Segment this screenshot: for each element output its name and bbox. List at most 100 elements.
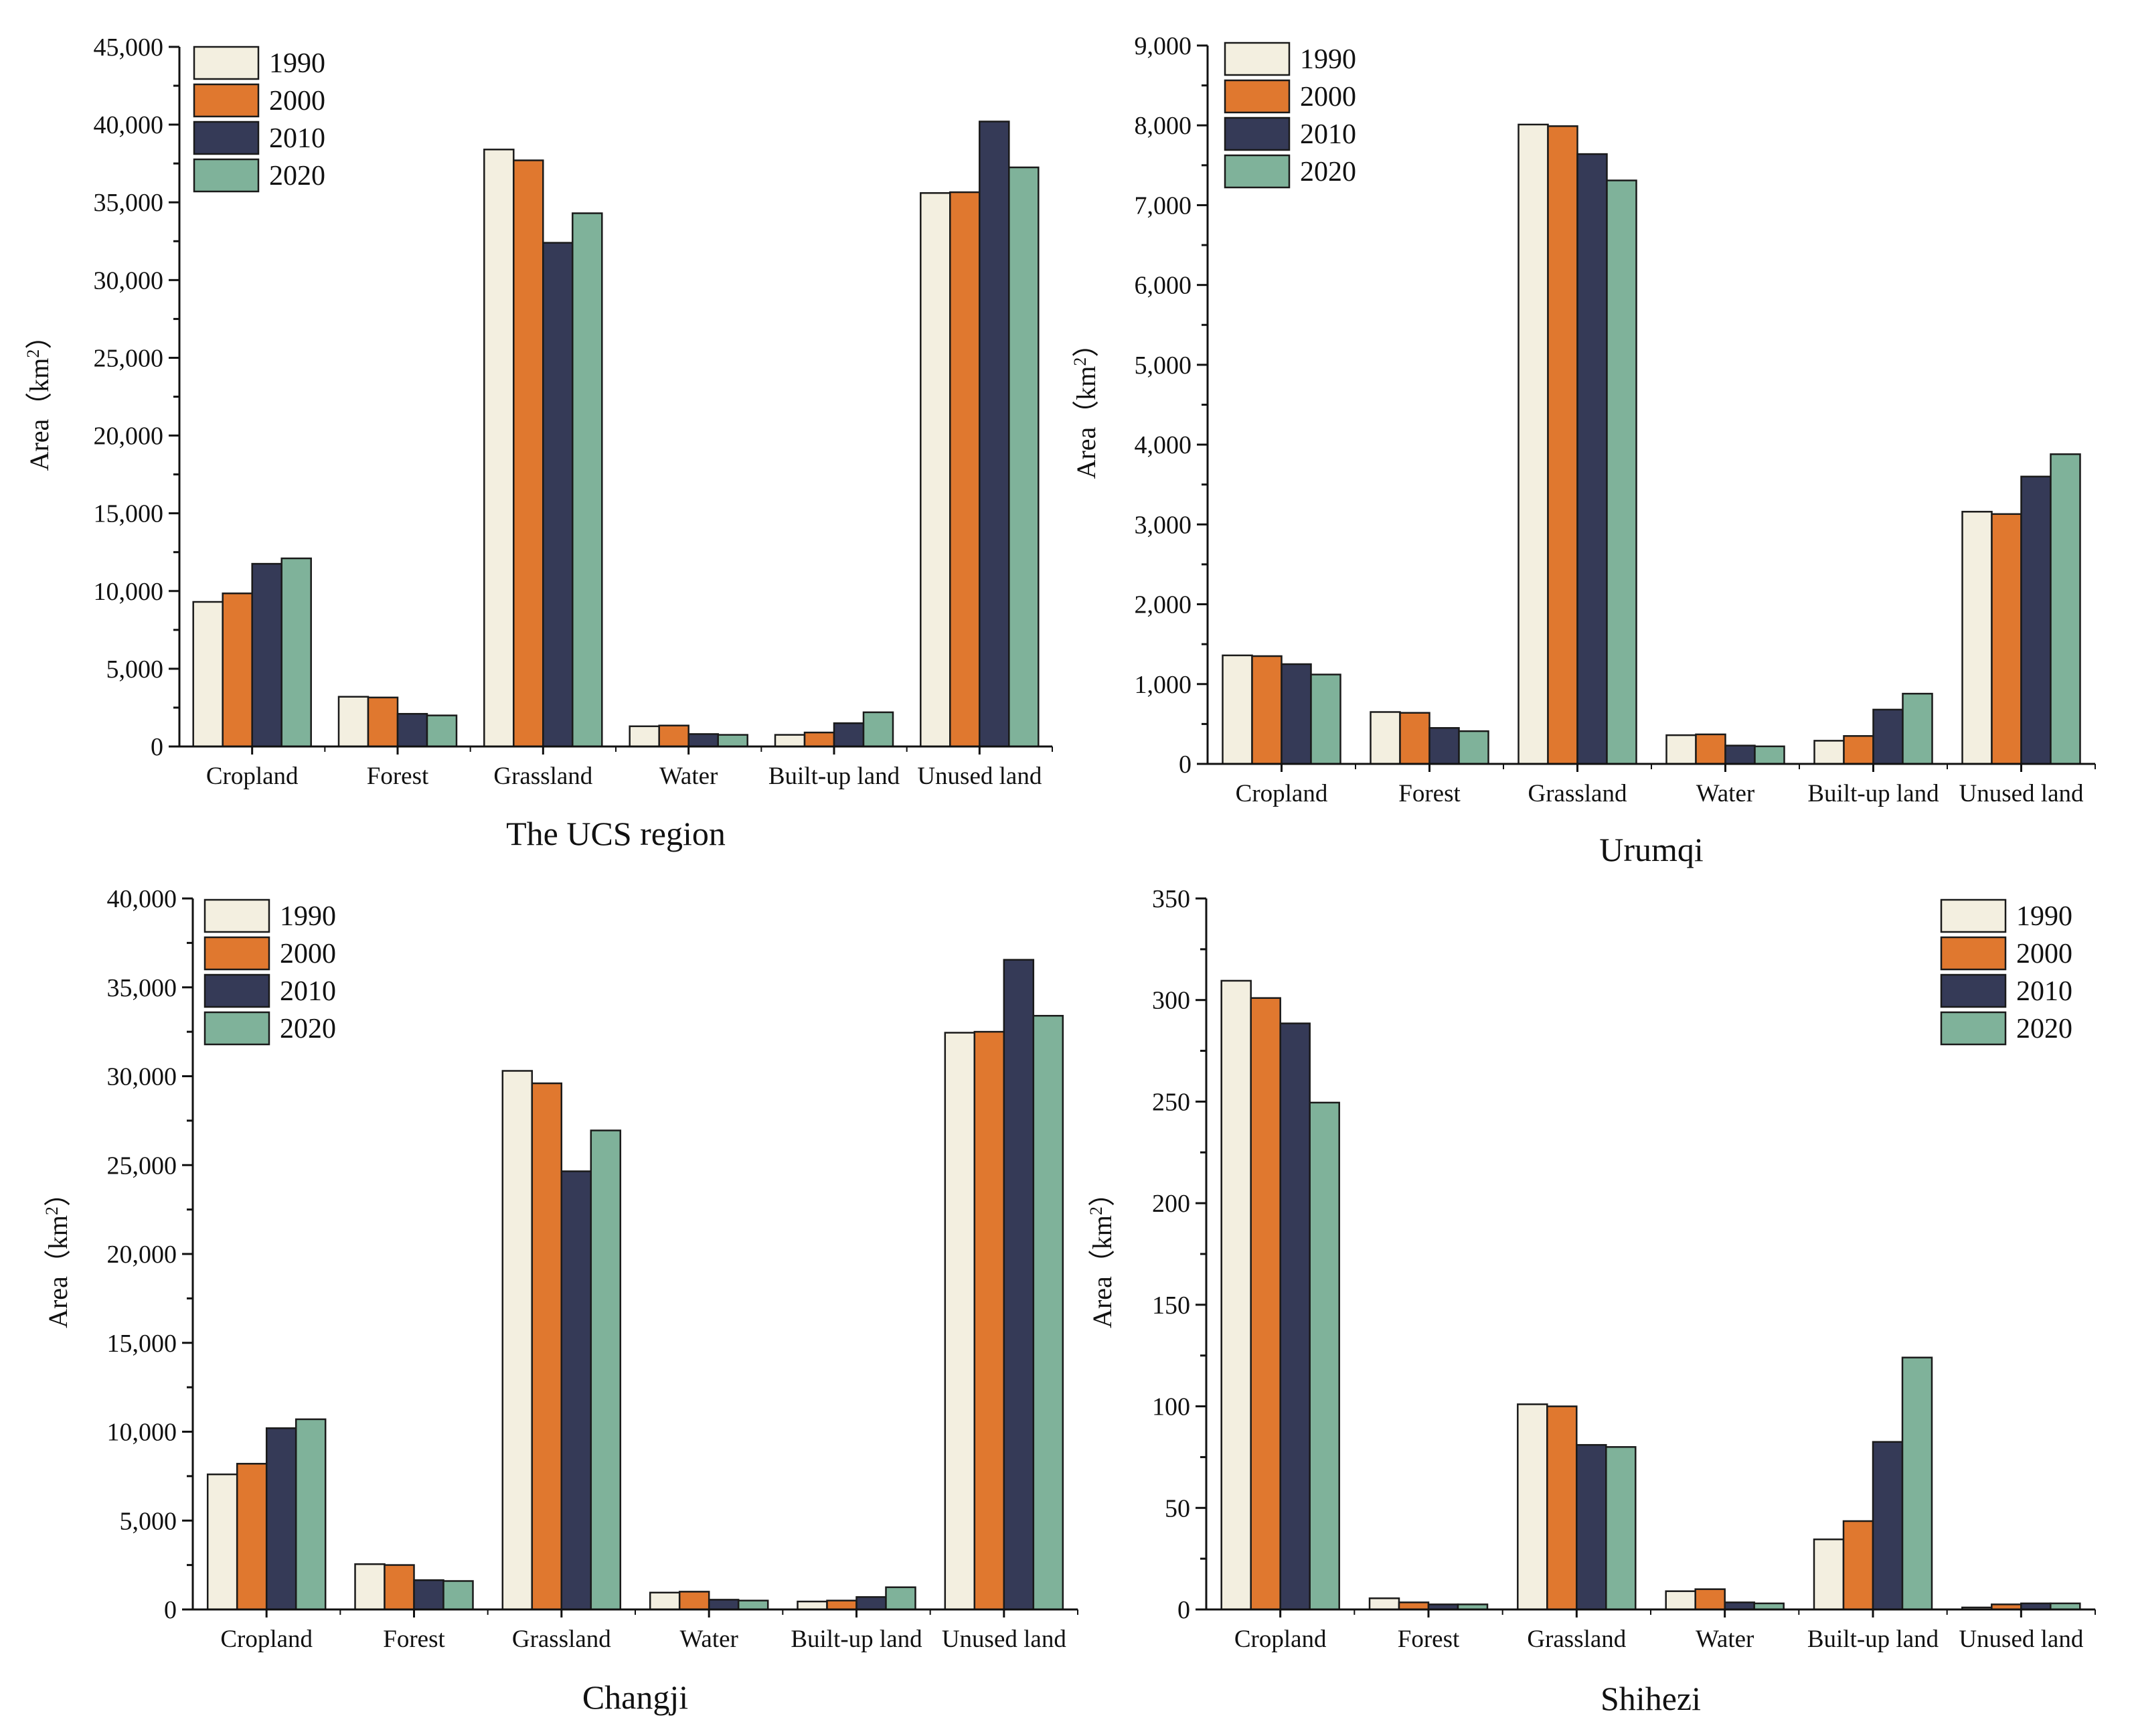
panel-ucs-region: 0 5,000 10,000 15,000 20,000 25,000 30,000 35,0… xyxy=(23,33,1053,852)
legend-swatch-2000 xyxy=(1224,79,1291,114)
bar-cropland-2000 xyxy=(1251,655,1283,765)
bar-built-up-land-2020 xyxy=(1901,1356,1933,1611)
bar-water-1990 xyxy=(1665,734,1697,765)
y-tick-label: 0 xyxy=(1177,1596,1190,1624)
x-tick-label-built-up-land: Built-up land xyxy=(791,1626,922,1653)
bar-built-up-land-1990 xyxy=(1813,1538,1845,1611)
x-tick-label-cropland: Cropland xyxy=(1234,1626,1327,1653)
bar-unused-land-2010 xyxy=(979,121,1010,748)
y-tick-label: 45,000 xyxy=(94,33,164,62)
y-tick-label: 15,000 xyxy=(94,500,164,528)
x-tick-label-unused-land: Unused land xyxy=(1959,1626,2083,1653)
y-tick-label: 25,000 xyxy=(107,1152,177,1180)
bar-water-2020 xyxy=(737,1599,769,1611)
bar-grassland-2020 xyxy=(1606,179,1637,765)
bar-unused-land-2020 xyxy=(2050,453,2081,765)
bar-unused-land-2010 xyxy=(1003,959,1035,1611)
bar-cropland-2000 xyxy=(222,593,253,748)
legend-swatch-1990 xyxy=(1224,42,1291,76)
bar-grassland-2010 xyxy=(542,242,574,748)
bar-water-2010 xyxy=(1724,1601,1755,1611)
bar-grassland-2020 xyxy=(590,1129,622,1611)
y-axis-label: Area（km2） xyxy=(1086,1180,1118,1328)
y-tick-label: 9,000 xyxy=(1135,32,1192,60)
legend-label-2010: 2010 xyxy=(2016,976,2072,1007)
bar-water-2020 xyxy=(717,734,748,748)
legend-swatch-2020 xyxy=(1224,154,1291,189)
bar-built-up-land-2000 xyxy=(1843,735,1874,765)
x-tick-label-grassland: Grassland xyxy=(512,1626,611,1653)
panel-title: Urumqi xyxy=(1599,831,1704,868)
bar-forest-1990 xyxy=(1368,1597,1400,1611)
bar-water-2000 xyxy=(1695,733,1726,765)
bar-forest-2000 xyxy=(1398,1601,1430,1611)
bar-cropland-1990 xyxy=(1220,979,1252,1611)
legend-swatch-2010 xyxy=(1224,116,1291,151)
bar-unused-land-2020 xyxy=(1032,1014,1064,1611)
bar-built-up-land-1990 xyxy=(774,734,806,748)
legend-label-2010: 2010 xyxy=(1300,119,1356,150)
bar-cropland-2020 xyxy=(280,557,312,748)
bar-grassland-2000 xyxy=(1546,1405,1578,1611)
bar-water-1990 xyxy=(1665,1590,1696,1611)
bar-built-up-land-2020 xyxy=(1902,692,1933,765)
bar-forest-2020 xyxy=(426,714,458,748)
x-tick-label-built-up-land: Built-up land xyxy=(1807,1626,1939,1653)
panel-shihezi: 0 50 100 150 200 250 300 350 Cropland Forest Grass… xyxy=(1086,885,2096,1717)
y-tick-label: 5,000 xyxy=(106,655,164,684)
legend: 1990 2000 2010 2020 xyxy=(193,46,325,193)
legend: 1990 2000 2010 2020 xyxy=(203,898,336,1046)
y-tick-label: 300 xyxy=(1152,987,1190,1015)
bar-grassland-2000 xyxy=(513,159,544,748)
bar-built-up-land-2010 xyxy=(1872,708,1904,765)
bar-cropland-2020 xyxy=(295,1418,327,1611)
y-tick-label: 350 xyxy=(1152,885,1190,913)
bar-grassland-2000 xyxy=(531,1082,563,1611)
bar-unused-land-2000 xyxy=(1991,513,2022,765)
x-tick-label-grassland: Grassland xyxy=(493,763,592,790)
legend-swatch-2010 xyxy=(1940,973,2007,1008)
legend-label-1990: 1990 xyxy=(2016,901,2072,932)
bar-forest-2020 xyxy=(442,1580,474,1611)
x-tick-label-water: Water xyxy=(679,1626,738,1653)
bar-built-up-land-2010 xyxy=(833,722,865,748)
legend-swatch-2000 xyxy=(203,936,270,971)
bar-forest-2000 xyxy=(367,696,399,748)
bar-unused-land-2020 xyxy=(1008,166,1040,748)
y-tick-label: 15,000 xyxy=(107,1330,177,1358)
bar-water-2010 xyxy=(687,733,719,748)
x-tick-label-forest: Forest xyxy=(383,1626,445,1653)
panel-urumqi: 0 1,000 2,000 3,000 4,000 5,000 6,000 7,000 8,00… xyxy=(1070,32,2096,868)
bar-built-up-land-2020 xyxy=(885,1586,916,1611)
bar-forest-2000 xyxy=(1399,712,1430,765)
x-tick-label-unused-land: Unused land xyxy=(942,1626,1066,1653)
y-tick-label: 20,000 xyxy=(107,1241,177,1269)
x-tick-label-water: Water xyxy=(1696,1626,1754,1653)
x-tick-label-forest: Forest xyxy=(1398,1626,1460,1653)
panel-title: Changji xyxy=(582,1678,688,1716)
bar-water-2000 xyxy=(658,724,689,748)
y-axis-label: Area（km2） xyxy=(23,323,55,471)
legend-swatch-1990 xyxy=(1940,898,2007,933)
legend: 1990 2000 2010 2020 xyxy=(1940,898,2072,1046)
panel-title: Shihezi xyxy=(1601,1680,1701,1717)
bar-grassland-1990 xyxy=(1517,1403,1548,1611)
x-tick-label-unused-land: Unused land xyxy=(1959,780,2084,807)
legend-label-2020: 2020 xyxy=(2016,1014,2072,1044)
bar-grassland-2020 xyxy=(1605,1446,1637,1611)
y-axis-label: Area（km2） xyxy=(42,1180,74,1328)
x-tick-label-cropland: Cropland xyxy=(1236,780,1328,807)
bar-forest-1990 xyxy=(1370,711,1401,765)
bar-water-2000 xyxy=(678,1591,710,1611)
legend-label-2020: 2020 xyxy=(1300,157,1356,187)
y-tick-label: 35,000 xyxy=(107,974,177,1002)
bar-built-up-land-2000 xyxy=(1842,1520,1874,1611)
x-tick-label-cropland: Cropland xyxy=(206,763,299,790)
legend-swatch-2000 xyxy=(193,83,260,118)
bar-grassland-2010 xyxy=(560,1170,592,1611)
legend-label-2000: 2000 xyxy=(1300,82,1356,112)
y-tick-label: 5,000 xyxy=(120,1507,177,1535)
bar-grassland-2010 xyxy=(1576,1443,1607,1611)
legend-swatch-2000 xyxy=(1940,936,2007,971)
y-tick-label: 40,000 xyxy=(94,111,164,139)
